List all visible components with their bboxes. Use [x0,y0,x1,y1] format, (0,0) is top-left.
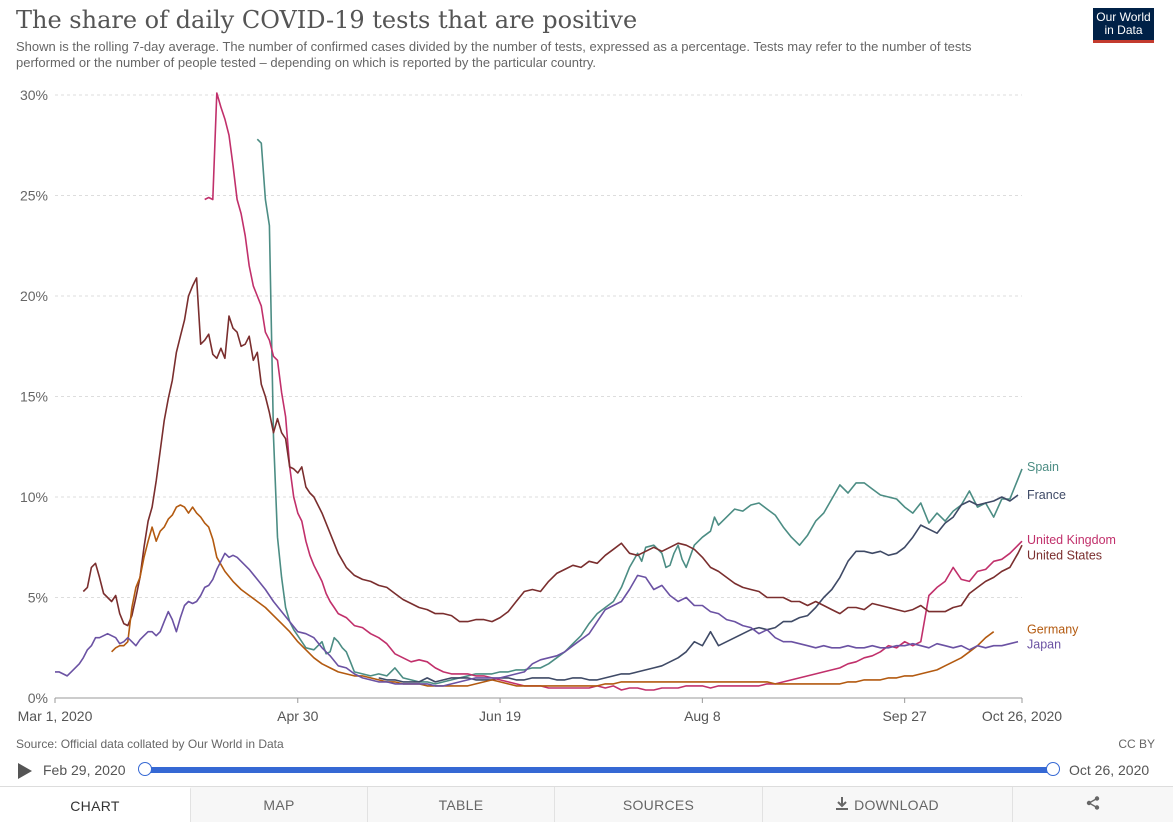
license-link[interactable]: CC BY [1118,737,1155,751]
download-icon [836,796,849,813]
series-label-germany[interactable]: Germany [1027,623,1079,637]
logo-line-1: Our World [1096,10,1151,24]
timeline-start-handle[interactable] [138,762,152,776]
series-line-united-kingdom[interactable] [204,92,1023,691]
series-label-france[interactable]: France [1027,488,1066,502]
y-tick-label: 15% [20,389,48,405]
series-line-germany[interactable] [111,504,995,687]
timeline-end-handle[interactable] [1046,762,1060,776]
timeline-end-label: Oct 26, 2020 [1069,762,1150,778]
play-icon[interactable] [18,763,32,779]
series-label-united-kingdom[interactable]: United Kingdom [1027,533,1116,547]
x-tick-label: Mar 1, 2020 [18,708,93,724]
y-tick-label: 30% [20,87,48,103]
x-tick-label: Apr 30 [277,708,318,724]
series-line-united-states[interactable] [82,277,1023,627]
owid-logo[interactable]: Our World in Data [1093,8,1154,43]
x-tick-label: Sep 27 [882,708,927,724]
timeline-track[interactable] [145,767,1053,773]
logo-line-2: in Data [1104,23,1143,37]
series-label-united-states[interactable]: United States [1027,548,1102,562]
tab-share[interactable] [1013,787,1173,822]
line-chart[interactable]: 0% 5% 10% 15% 20% 25% 30% Mar 1, 2020 Apr 30 Jun… [0,80,1173,730]
chart-title: The share of daily COVID-19 tests that a… [16,6,638,34]
timeline: Feb 29, 2020 Oct 26, 2020 [0,757,1173,783]
chart-subtitle: Shown is the rolling 7-day average. The … [16,39,972,70]
source-note: Source: Official data collated by Our Wo… [16,737,284,751]
timeline-start-label: Feb 29, 2020 [43,762,126,778]
x-tick-label: Jun 19 [479,708,521,724]
series-line-spain[interactable] [256,138,1023,685]
x-tick-label: Oct 26, 2020 [982,708,1062,724]
gridlines: 0% 5% 10% 15% 20% 25% 30% [20,87,1022,706]
share-icon [1086,796,1100,813]
tab-map[interactable]: MAP [191,787,368,822]
y-tick-label: 25% [20,188,48,204]
series-label-spain[interactable]: Spain [1027,460,1059,474]
series-line-france[interactable] [378,494,1019,683]
x-tick-label: Aug 8 [684,708,721,724]
tab-sources[interactable]: SOURCES [555,787,763,822]
series-lines [55,92,1023,691]
tab-bar: CHART MAP TABLE SOURCES DOWNLOAD [0,786,1173,822]
series-label-japan[interactable]: Japan [1027,638,1061,652]
tab-chart[interactable]: CHART [0,787,191,822]
y-tick-label: 5% [28,590,48,606]
download-label: DOWNLOAD [854,796,939,813]
y-tick-label: 0% [28,690,48,706]
y-tick-label: 20% [20,288,48,304]
tab-download[interactable]: DOWNLOAD [763,787,1013,822]
tab-table[interactable]: TABLE [368,787,555,822]
x-axis: Mar 1, 2020 Apr 30 Jun 19 Aug 8 Sep 27 Oct 26… [18,698,1062,724]
series-line-japan[interactable] [55,552,1019,687]
y-tick-label: 10% [20,489,48,505]
